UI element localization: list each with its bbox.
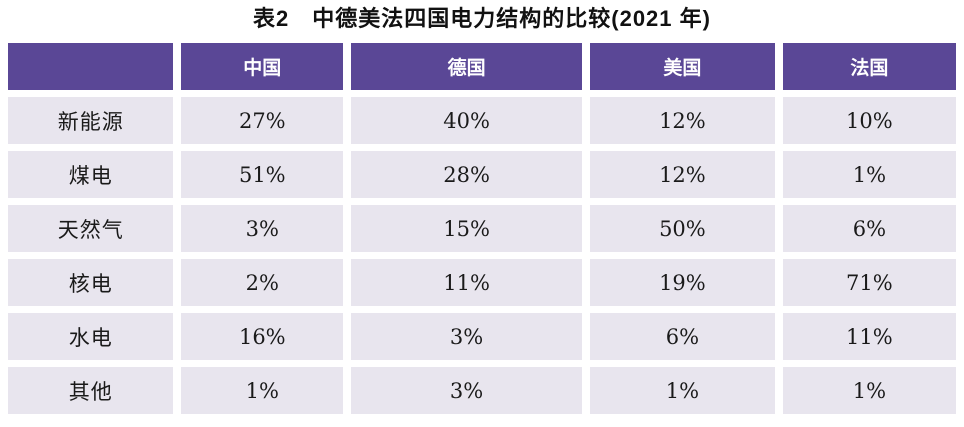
- table-row: 煤电 51% 28% 12% 1%: [8, 151, 956, 198]
- row-label: 核电: [8, 259, 174, 306]
- table-cell: 1%: [590, 367, 775, 414]
- row-label: 水电: [8, 313, 174, 360]
- column-header-corner: [8, 43, 174, 90]
- table-cell: 12%: [590, 97, 775, 144]
- row-label: 新能源: [8, 97, 174, 144]
- table-cell: 1%: [782, 151, 956, 198]
- table-body: 新能源 27% 40% 12% 10% 煤电 51% 28% 12% 1% 天然气 3% 15% 50% 6…: [8, 97, 956, 414]
- table-cell: 16%: [181, 313, 344, 360]
- column-header-usa: 美国: [590, 43, 775, 90]
- table-cell: 40%: [351, 97, 583, 144]
- column-header-france: 法国: [782, 43, 956, 90]
- table-cell: 71%: [782, 259, 956, 306]
- table-cell: 3%: [181, 205, 344, 252]
- table-title: 表2 中德美法四国电力结构的比较(2021 年): [253, 6, 711, 31]
- table-cell: 27%: [181, 97, 344, 144]
- row-label: 其他: [8, 367, 174, 414]
- table-cell: 1%: [181, 367, 344, 414]
- column-header-germany: 德国: [351, 43, 583, 90]
- table-cell: 6%: [590, 313, 775, 360]
- table-cell: 11%: [782, 313, 956, 360]
- table-cell: 19%: [590, 259, 775, 306]
- table-row: 天然气 3% 15% 50% 6%: [8, 205, 956, 252]
- table-cell: 11%: [351, 259, 583, 306]
- table-row: 新能源 27% 40% 12% 10%: [8, 97, 956, 144]
- table-cell: 2%: [181, 259, 344, 306]
- table-cell: 28%: [351, 151, 583, 198]
- table-cell: 3%: [351, 313, 583, 360]
- table-row: 水电 16% 3% 6% 11%: [8, 313, 956, 360]
- table-cell: 6%: [782, 205, 956, 252]
- table-cell: 51%: [181, 151, 344, 198]
- table-cell: 15%: [351, 205, 583, 252]
- table-cell: 10%: [782, 97, 956, 144]
- table-cell: 1%: [782, 367, 956, 414]
- table-cell: 50%: [590, 205, 775, 252]
- row-label: 煤电: [8, 151, 174, 198]
- table-cell: 3%: [351, 367, 583, 414]
- table-cell: 12%: [590, 151, 775, 198]
- table-row: 核电 2% 11% 19% 71%: [8, 259, 956, 306]
- table-row: 其他 1% 3% 1% 1%: [8, 367, 956, 414]
- column-header-china: 中国: [181, 43, 344, 90]
- row-label: 天然气: [8, 205, 174, 252]
- table-header: 中国 德国 美国 法国: [8, 43, 956, 90]
- header-row: 中国 德国 美国 法国: [8, 43, 956, 90]
- power-structure-table: 中国 德国 美国 法国 新能源 27% 40% 12% 10% 煤电 51% 28% 12% 1% 天然气…: [0, 36, 964, 421]
